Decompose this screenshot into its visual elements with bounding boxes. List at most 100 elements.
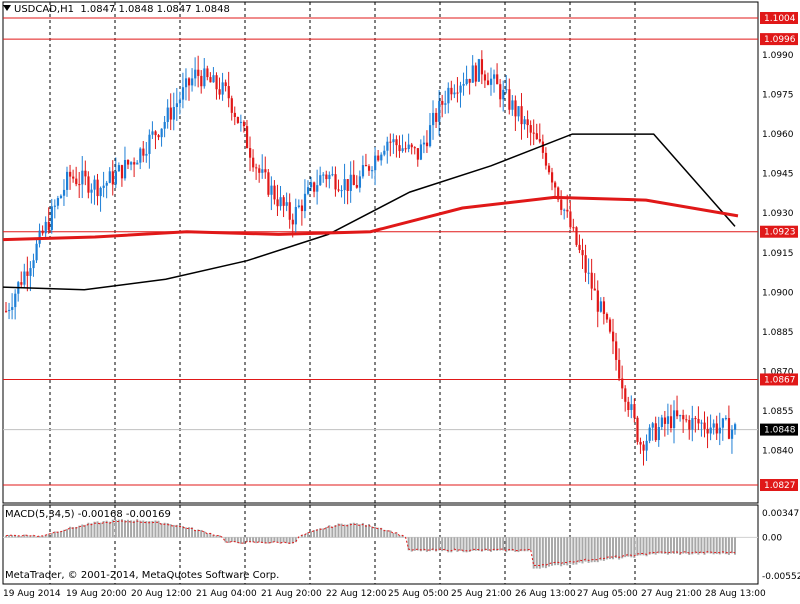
menu-triangle-icon[interactable] (3, 5, 11, 11)
candle-body (700, 423, 702, 424)
macd-bar (81, 525, 83, 538)
candle-body (554, 182, 556, 187)
symbol-label: USDCAD,H1 (14, 4, 74, 15)
macd-axis-label: -0.00552 (762, 572, 800, 582)
candle-body (627, 402, 629, 410)
candle-body (145, 154, 147, 156)
candle-body (548, 166, 550, 173)
candle-body (466, 79, 468, 84)
macd-bar (331, 527, 333, 538)
candle-body (93, 180, 95, 190)
candle-body (682, 415, 684, 419)
candle-body (481, 59, 483, 74)
macd-bar (173, 525, 175, 537)
candle-body (731, 430, 733, 439)
macd-bar (109, 522, 111, 538)
candle-body (691, 418, 693, 429)
macd-bar (630, 537, 632, 557)
candle-body (292, 220, 294, 225)
macd-bar (487, 537, 489, 550)
candle-body (29, 268, 31, 276)
candle-body (97, 180, 99, 196)
candle-body (618, 360, 620, 379)
macd-bar (603, 537, 605, 561)
main-chart-frame (3, 2, 758, 503)
macd-bar (548, 537, 550, 566)
time-axis-label: 22 Aug 12:00 (326, 589, 387, 599)
macd-bar (426, 537, 428, 552)
macd-bar (411, 537, 413, 551)
candle-body (490, 79, 492, 85)
macd-bar (283, 537, 285, 542)
time-axis-label: 21 Aug 20:00 (261, 589, 322, 599)
macd-bar (502, 537, 504, 550)
macd-bar (639, 537, 641, 555)
candle-body (75, 179, 77, 185)
price-axis-label: 1.0900 (762, 288, 794, 298)
macd-bar (612, 537, 614, 559)
macd-bar (694, 537, 696, 553)
candle-body (588, 273, 590, 274)
macd-bar (679, 537, 681, 555)
candle-body (676, 410, 678, 416)
candle-body (164, 122, 166, 129)
candle-body (484, 74, 486, 80)
candle-body (185, 78, 187, 87)
macd-bar (145, 521, 147, 537)
macd-bar (545, 537, 547, 568)
macd-bar (685, 537, 687, 553)
candle-body (283, 197, 285, 206)
macd-bar (511, 537, 513, 551)
candle-body (533, 133, 535, 134)
macd-bar (490, 537, 492, 552)
macd-bar (63, 530, 65, 537)
macd-bar (633, 537, 635, 558)
candle-body (20, 282, 22, 285)
candle-body (255, 167, 257, 168)
candle-body (392, 139, 394, 142)
macd-bar (642, 537, 644, 555)
macd-bar (121, 519, 123, 537)
candle-body (575, 227, 577, 245)
candle-body (188, 78, 190, 85)
candle-body (386, 142, 388, 151)
candle-body (304, 194, 306, 211)
macd-bar (133, 521, 135, 538)
macd-bar (466, 537, 468, 552)
price-axis-label: 1.0855 (762, 407, 794, 417)
macd-bar (524, 537, 526, 551)
candle-body (90, 190, 92, 193)
candle-body (530, 125, 532, 133)
candle-body (545, 153, 547, 166)
candle-body (42, 231, 44, 234)
macd-axis-label: 0.00 (762, 533, 782, 543)
macd-bar (581, 537, 583, 563)
macd-bar (432, 537, 434, 550)
candle-body (414, 147, 416, 148)
candle-body (222, 82, 224, 94)
macd-bar (130, 520, 132, 537)
candle-body (313, 182, 315, 191)
candle-body (633, 404, 635, 418)
candle-body (496, 74, 498, 84)
candle-body (5, 311, 7, 312)
candle-body (612, 332, 614, 342)
macd-bar (438, 537, 440, 550)
time-axis-label: 27 Aug 05:00 (577, 589, 638, 599)
candle-body (646, 441, 648, 451)
candle-body (600, 301, 602, 311)
candle-body (679, 415, 681, 416)
candle-body (536, 133, 538, 139)
candle-body (133, 162, 135, 164)
candle-body (36, 244, 38, 261)
macd-bar (118, 520, 120, 538)
macd-bar (496, 537, 498, 551)
candle-body (383, 151, 385, 155)
candle-body (215, 75, 217, 89)
candle-body (264, 169, 266, 172)
candle-body (734, 424, 736, 430)
macd-bar (374, 527, 376, 538)
macd-bar (493, 537, 495, 550)
copyright-text: MetaTrader, © 2001-2014, MetaQuotes Soft… (5, 570, 279, 581)
